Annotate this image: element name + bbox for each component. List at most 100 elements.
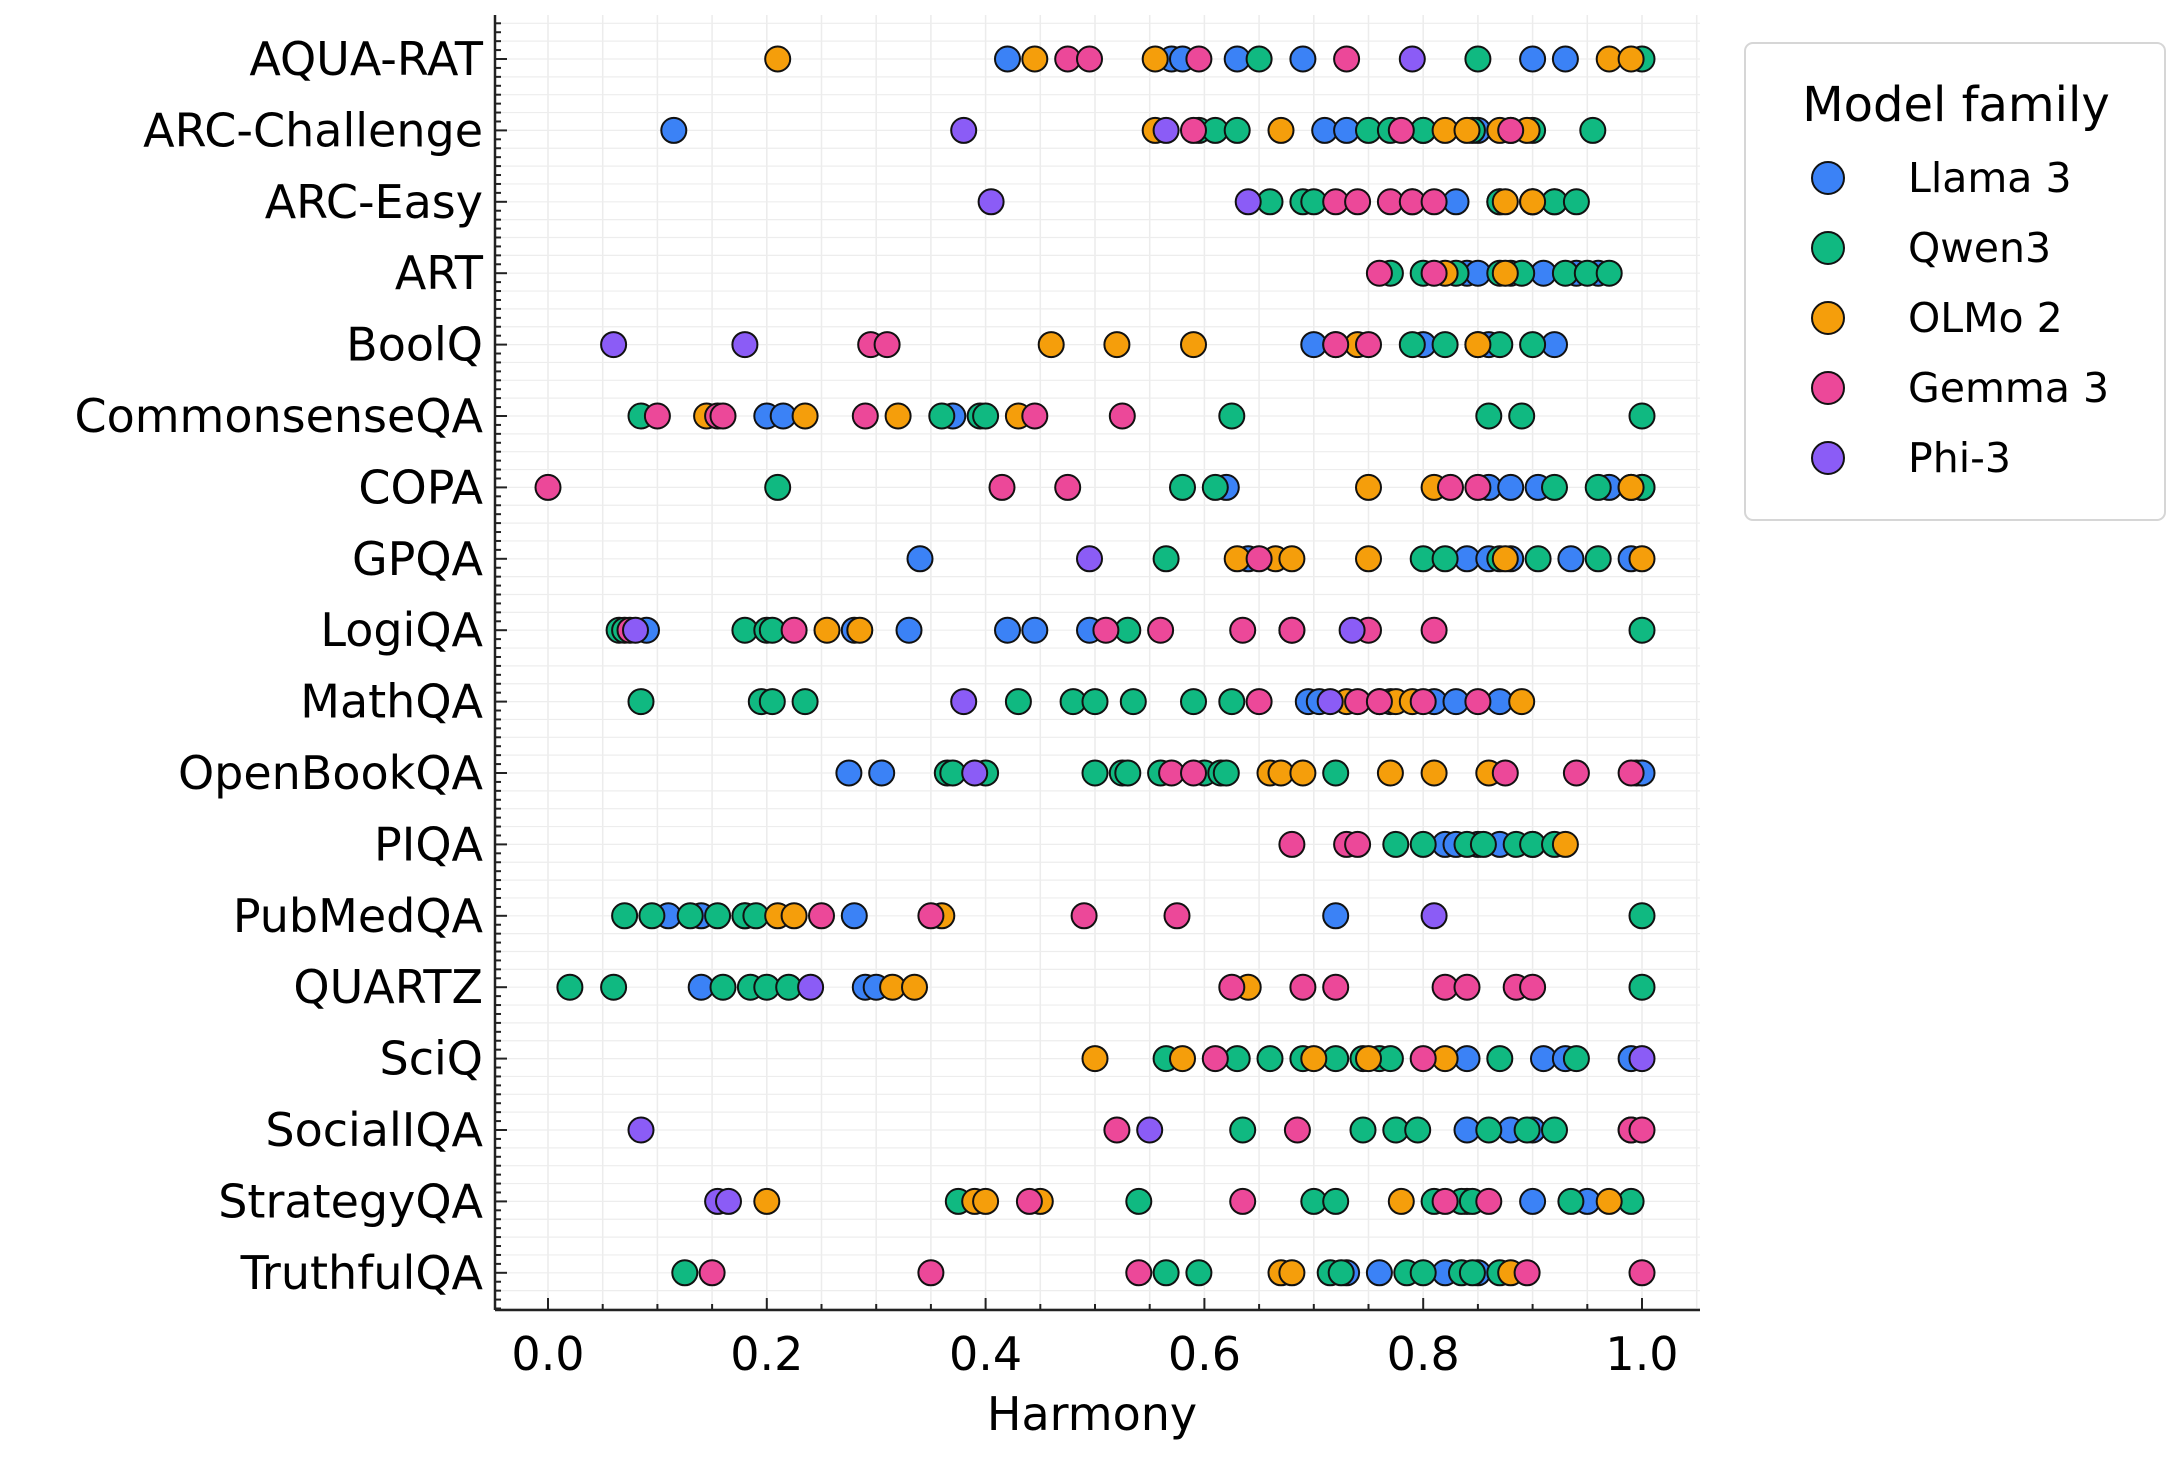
- data-point: [1108, 402, 1136, 430]
- y-tick-label: PubMedQA: [233, 889, 484, 943]
- data-point: [1322, 1187, 1350, 1215]
- y-tick-label: SocialIQA: [265, 1103, 483, 1157]
- data-point: [1278, 1259, 1306, 1287]
- data-point: [1628, 973, 1656, 1001]
- data-point: [1475, 1116, 1503, 1144]
- legend-box: [1744, 42, 2166, 521]
- data-point: [1376, 759, 1404, 787]
- data-point: [1322, 973, 1350, 1001]
- y-tick-label: COPA: [358, 460, 483, 514]
- data-point: [1584, 545, 1612, 573]
- data-point: [1453, 116, 1481, 144]
- data-point: [1562, 1045, 1590, 1073]
- data-point: [1169, 1045, 1196, 1073]
- data-point: [1218, 688, 1246, 716]
- data-point: [731, 331, 759, 359]
- y-tick-label: ARC-Easy: [265, 175, 483, 229]
- data-point: [1355, 1045, 1382, 1073]
- data-point: [1557, 1187, 1585, 1215]
- legend-items: Llama 3 Qwen3 OLMo 2 Gemma 3 Phi-3: [1811, 154, 2109, 482]
- x-tick-label: 0.4: [949, 1327, 1022, 1381]
- data-point: [1519, 331, 1547, 359]
- data-point: [1015, 1187, 1043, 1215]
- data-point: [1245, 545, 1273, 573]
- data-point: [950, 116, 978, 144]
- data-point: [1076, 45, 1103, 73]
- data-point: [1267, 116, 1295, 144]
- x-tick-label: 0.2: [730, 1327, 803, 1381]
- y-tick-label: LogiQA: [320, 603, 483, 657]
- data-point: [1081, 759, 1109, 787]
- data-point: [1218, 973, 1246, 1001]
- data-point: [1037, 331, 1065, 359]
- y-tick-label: GPQA: [352, 532, 484, 586]
- data-point: [643, 402, 671, 430]
- legend-marker: [1811, 441, 1845, 475]
- data-point: [600, 973, 628, 1001]
- data-point: [1628, 1116, 1656, 1144]
- data-point: [1458, 1259, 1486, 1287]
- data-point: [1491, 759, 1519, 787]
- data-point: [1431, 545, 1459, 573]
- data-point: [1519, 188, 1547, 216]
- y-tick-label: BoolQ: [346, 318, 483, 372]
- data-point: [1278, 830, 1306, 858]
- data-point: [1355, 473, 1382, 501]
- data-point: [1021, 616, 1049, 644]
- x-axis-label: Harmony: [987, 1387, 1197, 1441]
- data-point: [627, 688, 655, 716]
- data-point: [1475, 402, 1503, 430]
- x-tick-label: 0.0: [511, 1327, 584, 1381]
- data-point: [1229, 1116, 1257, 1144]
- data-point: [1163, 902, 1191, 930]
- data-point: [1437, 473, 1464, 501]
- data-point: [1453, 973, 1481, 1001]
- data-point: [1245, 45, 1273, 73]
- data-point: [797, 973, 825, 1001]
- data-point: [1355, 545, 1382, 573]
- data-point: [1562, 188, 1590, 216]
- data-point: [1322, 331, 1350, 359]
- data-point: [1628, 616, 1656, 644]
- data-point: [846, 616, 874, 644]
- data-point: [917, 902, 945, 930]
- data-point: [1327, 1259, 1355, 1287]
- data-point: [1628, 1259, 1656, 1287]
- data-point: [1021, 402, 1049, 430]
- data-point: [988, 473, 1016, 501]
- data-point: [1289, 759, 1317, 787]
- data-point: [1300, 1045, 1328, 1073]
- data-point: [1409, 688, 1437, 716]
- data-point: [1420, 188, 1448, 216]
- data-point: [1103, 331, 1131, 359]
- y-tick-label: AQUA-RAT: [249, 32, 484, 86]
- y-tick-label: StrategyQA: [218, 1174, 483, 1228]
- x-tick-label: 0.8: [1387, 1327, 1460, 1381]
- legend-label: Llama 3: [1908, 154, 2072, 202]
- data-point: [1218, 402, 1246, 430]
- data-point: [1491, 545, 1519, 573]
- legend-label: Qwen3: [1908, 224, 2051, 272]
- data-point: [1185, 1259, 1213, 1287]
- data-point: [1486, 1045, 1514, 1073]
- y-tick-label: QUARTZ: [293, 960, 483, 1014]
- data-point: [1365, 1259, 1393, 1287]
- data-point: [1551, 830, 1579, 858]
- data-point: [534, 473, 562, 501]
- data-point: [1508, 688, 1536, 716]
- data-point: [1464, 473, 1492, 501]
- data-point: [1541, 1116, 1568, 1144]
- data-point: [835, 759, 863, 787]
- data-point: [1562, 759, 1590, 787]
- data-point: [1344, 830, 1372, 858]
- data-point: [1316, 688, 1344, 716]
- data-point: [1365, 688, 1393, 716]
- data-point: [709, 402, 737, 430]
- data-point: [1152, 116, 1180, 144]
- data-point: [1469, 830, 1497, 858]
- data-point: [1076, 545, 1103, 573]
- data-point: [1081, 688, 1109, 716]
- data-point: [753, 1187, 781, 1215]
- data-point: [1365, 259, 1393, 287]
